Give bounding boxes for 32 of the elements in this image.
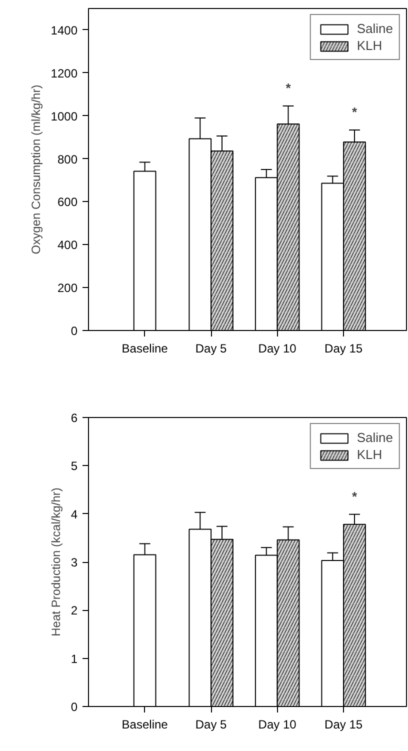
data-label: * <box>286 80 292 96</box>
y-tick-label: 4 <box>70 507 78 522</box>
y-tick-label: 1000 <box>50 109 78 124</box>
legend-label: KLH <box>356 38 382 53</box>
y-axis-title: Oxygen Consumption (ml/kg/hr) <box>28 84 43 254</box>
y-tick-label: 3 <box>70 556 78 570</box>
x-tick-label: Baseline <box>122 342 168 356</box>
x-tick-label: Day 15 <box>324 342 363 356</box>
y-axis-title: Heat Production (kcal/kg/hr) <box>48 488 63 636</box>
y-tick-label: 1400 <box>50 23 78 38</box>
x-tick-label: Baseline <box>122 718 168 732</box>
x-tick-label: Day 10 <box>258 342 297 356</box>
y-tick-label: 6 <box>70 411 78 425</box>
x-tick-label: Day 15 <box>324 718 363 732</box>
legend-label: Saline <box>356 430 393 445</box>
data-label: * <box>352 488 358 504</box>
y-tick-label: 200 <box>57 281 78 296</box>
y-tick-label: 5 <box>70 459 78 474</box>
y-tick-label: 0 <box>70 324 78 338</box>
y-tick-label: 1200 <box>50 66 78 80</box>
x-tick-label: Day 5 <box>195 342 228 356</box>
legend-label: KLH <box>356 447 382 462</box>
y-tick-label: 600 <box>57 195 78 210</box>
x-tick-label: Day 10 <box>258 718 297 732</box>
data-label: * <box>352 104 358 120</box>
y-tick-label: 800 <box>57 152 78 166</box>
y-tick-label: 400 <box>57 238 78 252</box>
y-tick-label: 1 <box>70 652 78 666</box>
legend-label: Saline <box>356 21 393 36</box>
y-tick-label: 0 <box>70 700 78 714</box>
y-tick-label: 2 <box>70 604 78 618</box>
x-tick-label: Day 5 <box>195 718 228 732</box>
